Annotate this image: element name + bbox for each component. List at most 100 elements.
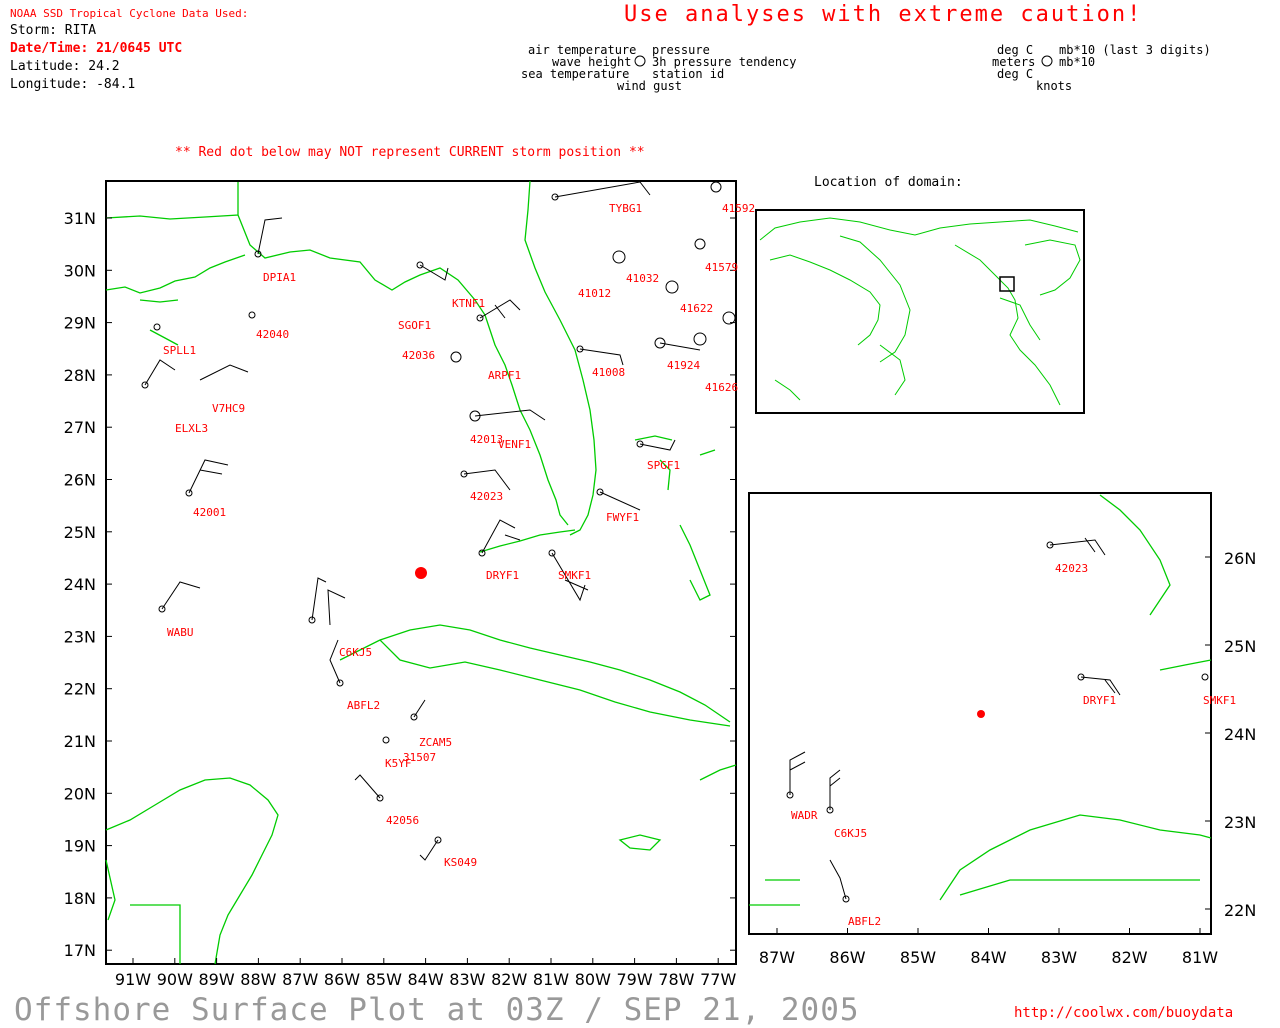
main-lon-label: 81W [533,970,569,989]
zoom-lon-label: 86W [829,948,865,967]
station-label: DRYF1 [486,569,520,582]
legend-wind-gust: wind gust [617,79,683,93]
zoom-lat-label: 25N [1224,637,1256,656]
world-inset-frame [755,209,1085,414]
legend-station-circle-icon-2 [1041,55,1053,67]
legend-station-id: station id [652,67,725,81]
main-lat-label: 20N [64,784,96,803]
main-lon-label: 82W [491,970,527,989]
main-lon-label: 91W [115,970,151,989]
station-label: SGOF1 [398,319,432,332]
station-label: 41032 [626,272,660,285]
main-lat-label: 27N [64,418,96,437]
longitude: Longitude: -84.1 [10,77,136,92]
zoom-storm-marker [977,710,985,718]
station-label: 31507 [403,751,437,764]
main-lon-label: 87W [282,970,318,989]
station-label: 41622 [680,302,714,315]
main-lon-label: 79W [617,970,653,989]
caution-banner: Use analyses with extreme caution! [624,2,1143,27]
main-lon-label: 90W [157,970,193,989]
station-label: C6KJ5 [339,646,373,659]
zoom-lat-label: 26N [1224,549,1256,568]
storm-name: Storm: RITA [10,23,97,38]
station-label: SMKF1 [558,569,592,582]
legend-sea-temp: sea temperature [521,67,630,81]
station-label: FWYF1 [606,511,640,524]
storm-position-note: ** Red dot below may NOT represent CURRE… [175,145,645,160]
main-lon-label: 83W [449,970,485,989]
station-label: 42036 [402,349,436,362]
station-label: 41626 [705,381,739,394]
main-lon-label: 85W [366,970,402,989]
station-label: 41924 [667,359,701,372]
domain-box [999,276,1015,292]
zoom-lon-label: 87W [759,948,795,967]
station-label: SPLL1 [163,344,197,357]
station-label: DPIA1 [263,271,297,284]
station-label: VENF1 [498,438,532,451]
legend-wave-height: wave height [552,55,632,69]
station-label: 42001 [193,506,227,519]
zoom-lat-label: 22N [1224,901,1256,920]
main-lon-label: 89W [199,970,235,989]
station-label: 41008 [592,366,626,379]
main-lat-label: 24N [64,575,96,594]
legend-unit-mb2: mb*10 [1059,55,1096,69]
main-lat-label: 28N [64,366,96,385]
zoom-station-label: 42023 [1055,562,1089,575]
zoom-lon-label: 84W [970,948,1006,967]
zoom-lat-label: 24N [1224,725,1256,744]
world-inset [755,209,1085,414]
main-map [105,180,737,965]
zoom-station-markers [786,537,1209,903]
zoom-lon-label: 85W [900,948,936,967]
main-lat-label: 17N [64,941,96,960]
tick-layer: 31N 30N 29N 28N 27N 26N 25N 24N 23N 22N 21N 20N 19N 1… [64,209,1257,989]
main-lat-label: 19N [64,837,96,856]
legend-unit-degc-1: deg C [997,43,1034,57]
station-label: 42023 [470,490,504,503]
station-label: 42056 [386,814,420,827]
station-label: V7HC9 [212,402,246,415]
main-lon-label: 78W [658,970,694,989]
storm-position-marker [415,567,427,579]
main-lon-label: 84W [408,970,444,989]
station-label: WABU [167,626,194,639]
plot-title: Offshore Surface Plot at 03Z / SEP 21, 2… [14,992,860,1028]
main-lat-label: 30N [64,261,96,280]
main-lat-label: 31N [64,209,96,228]
legend-pressure: pressure [652,43,710,57]
station-label: ELXL3 [175,422,209,435]
latitude: Latitude: 24.2 [10,59,120,74]
zoom-station-label: WADR [791,809,818,822]
main-lat-label: 26N [64,471,96,490]
zoom-map [748,492,1212,935]
main-lon-label: 88W [240,970,276,989]
zoom-lon-label: 83W [1041,948,1077,967]
station-label: 42013 [470,433,504,446]
main-lat-label: 21N [64,732,96,751]
main-lat-label: 29N [64,314,96,333]
world-coastlines [759,217,1081,406]
main-lat-label: 25N [64,523,96,542]
main-lat-label: 18N [64,889,96,908]
coastline-zoom [749,494,1212,906]
station-label: K5YF [385,757,412,770]
zoom-station-label: DRYF1 [1083,694,1117,707]
legend-tendency: 3h pressure tendency [652,55,797,69]
zoom-station-label: C6KJ5 [834,827,868,840]
source-title: NOAA SSD Tropical Cyclone Data Used: [10,7,249,20]
station-label: 41012 [578,287,612,300]
station-label: TYBG1 [609,202,643,215]
zoom-lon-label: 81W [1182,948,1218,967]
source-link[interactable]: http://coolwx.com/buoydata [1014,1005,1234,1021]
main-lat-label: 22N [64,680,96,699]
main-lon-label: 77W [700,970,736,989]
main-lon-label: 86W [324,970,360,989]
zoom-lon-label: 82W [1111,948,1147,967]
main-lon-label: 80W [575,970,611,989]
legend-station-circle-icon [634,55,646,67]
legend-unit-mb: mb*10 (last 3 digits) [1059,43,1211,57]
